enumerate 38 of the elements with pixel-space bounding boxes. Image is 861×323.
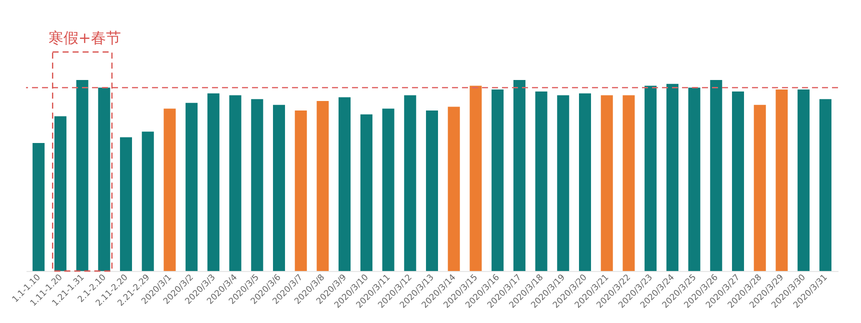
bar	[470, 86, 482, 271]
bar	[294, 110, 307, 271]
bar	[622, 95, 635, 271]
bar	[207, 93, 220, 271]
bar	[513, 80, 526, 271]
bar	[272, 104, 286, 271]
bar	[492, 90, 504, 271]
bar	[54, 116, 66, 271]
bar	[448, 106, 460, 271]
bar	[557, 95, 570, 271]
bar	[251, 99, 264, 271]
bar	[76, 80, 88, 271]
bar	[819, 99, 832, 271]
bar	[120, 137, 132, 271]
bar	[754, 104, 766, 271]
bar	[382, 108, 394, 271]
bar	[776, 90, 788, 271]
bar	[666, 84, 678, 271]
bar	[578, 93, 592, 271]
bar	[98, 88, 110, 271]
bar	[688, 88, 700, 271]
bar	[426, 110, 438, 271]
bar	[732, 91, 744, 271]
bar	[186, 102, 198, 271]
bar	[535, 91, 548, 271]
bar	[142, 132, 154, 271]
bar	[229, 95, 242, 271]
text: 寒假+春节	[48, 29, 121, 47]
bar	[316, 101, 329, 271]
bar	[404, 95, 416, 271]
bar	[338, 97, 351, 271]
bar	[644, 86, 657, 271]
bar	[32, 143, 45, 271]
bar	[600, 95, 613, 271]
bar	[164, 108, 176, 271]
bar	[360, 114, 372, 271]
bar	[710, 80, 722, 271]
bar	[798, 90, 810, 271]
